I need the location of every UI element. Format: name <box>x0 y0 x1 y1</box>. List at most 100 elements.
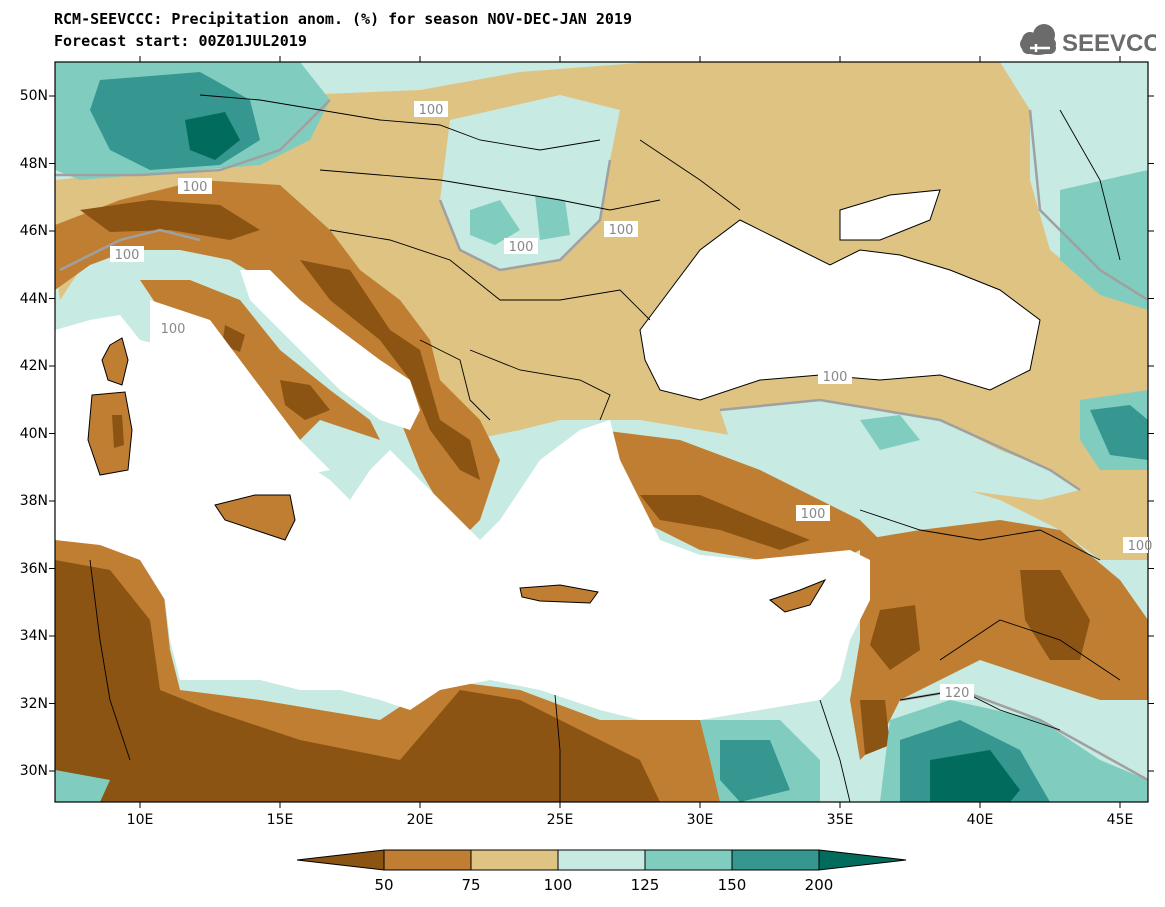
lat-label: 40N <box>20 426 48 442</box>
svg-text:100: 100 <box>823 370 848 385</box>
field-100-125-anatolia <box>720 400 1080 500</box>
border-line <box>554 694 561 802</box>
latitude-labels: 50N 48N 46N 44N 42N 40N 38N 36N 34N 32N … <box>20 88 48 779</box>
field-lt50-turkey <box>640 495 810 550</box>
adriatic-sea <box>240 270 420 430</box>
contour-label: 100 <box>504 238 538 255</box>
lat-label: 36N <box>20 561 48 577</box>
lon-label: 30E <box>687 812 714 828</box>
field-50-75-turkey <box>600 430 880 560</box>
logo-text: SEEVCCC <box>1062 30 1156 57</box>
black-sea <box>640 220 1040 400</box>
contour-label: 100 <box>604 221 638 238</box>
border-line <box>329 229 651 321</box>
colorbar-bin-gt200 <box>818 849 907 871</box>
svg-text:100: 100 <box>509 240 534 255</box>
border-line <box>859 509 1101 561</box>
lat-label: 34N <box>20 628 48 644</box>
field-gt200-arabia <box>930 750 1020 802</box>
border-line <box>939 619 1121 681</box>
border-line <box>469 349 611 421</box>
seevccc-logo: SEEVCCC <box>1020 24 1156 57</box>
lat-label: 50N <box>20 88 48 104</box>
colorbar: 50 75 100 125 150 200 <box>296 849 907 894</box>
lon-label: 35E <box>827 812 854 828</box>
field-gt200-germany <box>185 112 240 160</box>
border-line <box>419 339 491 421</box>
lon-label: 40E <box>967 812 994 828</box>
coast-cyprus <box>768 578 827 613</box>
axis-ticks <box>49 56 1154 808</box>
contour-label: 100 <box>1123 537 1152 554</box>
contour-label: 100 <box>818 368 852 385</box>
border-line <box>639 139 741 211</box>
border-line <box>89 559 131 761</box>
border-line <box>319 169 661 211</box>
coast-corsica <box>101 337 129 386</box>
island-sardinia <box>88 392 132 475</box>
colorbar-bin-lt50 <box>296 849 385 871</box>
mediterranean-sea <box>55 315 870 720</box>
lat-label: 38N <box>20 493 48 509</box>
lon-label: 45E <box>1107 812 1134 828</box>
map-frame <box>54 61 1149 803</box>
longitude-labels: 10E 15E 20E 25E 30E 35E 40E 45E <box>127 812 1134 828</box>
coast-azov <box>839 189 941 241</box>
forecast-start-label: Forecast start: 00Z01JUL2019 <box>54 32 307 50</box>
border-line <box>199 94 601 151</box>
field-lt50-balkans <box>300 260 480 480</box>
lat-label: 42N <box>20 358 48 374</box>
border-line <box>1059 109 1121 261</box>
lon-label: 20E <box>407 812 434 828</box>
map-title: RCM-SEEVCCC: Precipitation anom. (%) for… <box>54 10 632 28</box>
cloud-icon <box>1020 24 1056 55</box>
svg-text:100: 100 <box>115 248 140 263</box>
colorbar-label: 50 <box>374 876 393 894</box>
field-lt50-alps <box>80 200 260 240</box>
lat-label: 32N <box>20 696 48 712</box>
coastlines <box>87 189 1041 613</box>
field-50-75-middle-east <box>850 520 1148 760</box>
anomaly-field <box>55 62 1148 802</box>
lon-label: 25E <box>547 812 574 828</box>
field-lt50-north-africa <box>55 560 660 802</box>
svg-text:100: 100 <box>1128 539 1153 554</box>
field-125-150-northeast <box>1060 170 1148 310</box>
contour-label: 100 <box>156 320 190 337</box>
coast-black-sea <box>639 219 1041 401</box>
contour-line <box>719 398 1081 492</box>
colorbar-label: 200 <box>805 876 834 894</box>
country-borders <box>89 94 1121 802</box>
contour-label: 100 <box>796 505 830 522</box>
lat-label: 46N <box>20 223 48 239</box>
island-sardinia-core <box>112 415 124 448</box>
colorbar-label: 100 <box>544 876 573 894</box>
lon-label: 10E <box>127 812 154 828</box>
colorbar-bin-75-100 <box>470 849 559 871</box>
contour-label: 100 <box>178 178 212 195</box>
island-sicily <box>215 495 295 540</box>
coast-crete <box>519 584 599 604</box>
field-lt50-italy <box>222 325 330 420</box>
lat-label: 44N <box>20 291 48 307</box>
contour-line <box>55 99 331 177</box>
coast-sicily <box>214 494 296 541</box>
colorbar-bin-125-150 <box>644 849 733 871</box>
contour-label: 100 <box>110 246 144 263</box>
lon-label: 15E <box>267 812 294 828</box>
lat-label: 30N <box>20 763 48 779</box>
colorbar-label: 150 <box>718 876 747 894</box>
field-125-150-anatolia <box>860 390 1148 470</box>
colorbar-bin-100-125 <box>557 849 646 871</box>
colorbar-bin-150-200 <box>731 849 820 871</box>
island-crete <box>520 585 598 603</box>
tyrrhenian-sea <box>150 300 330 480</box>
field-150-200-caucasus <box>1090 405 1148 460</box>
island-corsica <box>102 338 128 385</box>
field-125-150-romania <box>470 195 570 245</box>
coast-sardinia <box>87 391 133 476</box>
contour-lines <box>55 99 1148 782</box>
field-125-150-sw-corner <box>55 770 110 802</box>
contour-line <box>438 159 612 272</box>
